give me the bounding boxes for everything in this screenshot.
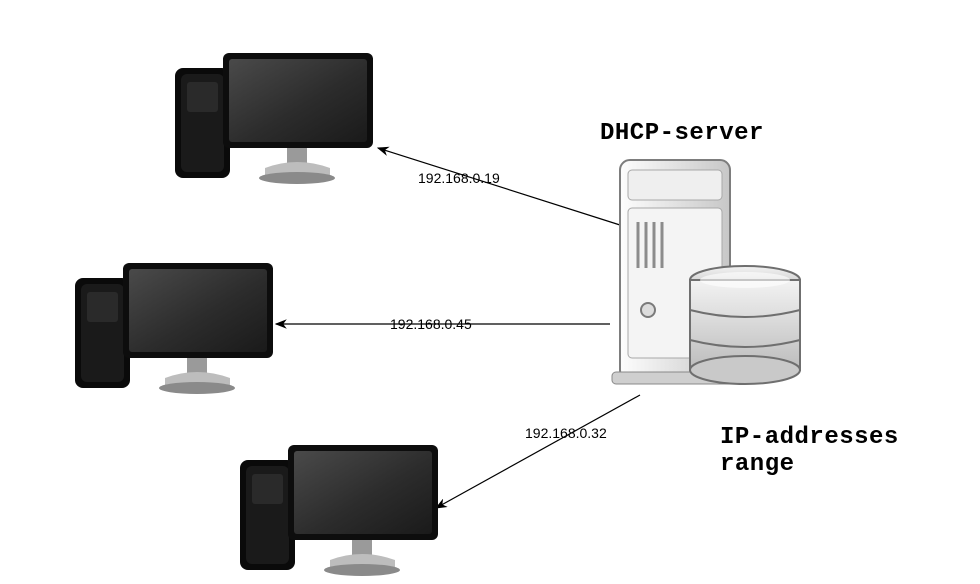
ip-range-line2: range	[720, 451, 795, 478]
ip-label-client1: 192.168.0.19	[418, 170, 500, 186]
ip-label-client3: 192.168.0.32	[525, 425, 607, 441]
ip-label-client2: 192.168.0.45	[390, 316, 472, 332]
client-computer-2	[75, 263, 273, 394]
dhcp-server-icon	[612, 160, 800, 384]
client-computer-3	[240, 445, 438, 576]
server-title: DHCP-server	[600, 120, 764, 147]
client-computer-1	[175, 53, 373, 184]
dhcp-diagram: { "labels":{ "server_title":"DHCP-server…	[0, 0, 980, 584]
ip-range-label: IP-addresses range	[720, 424, 899, 478]
diagram-canvas	[0, 0, 980, 584]
ip-range-line1: IP-addresses	[720, 424, 899, 451]
